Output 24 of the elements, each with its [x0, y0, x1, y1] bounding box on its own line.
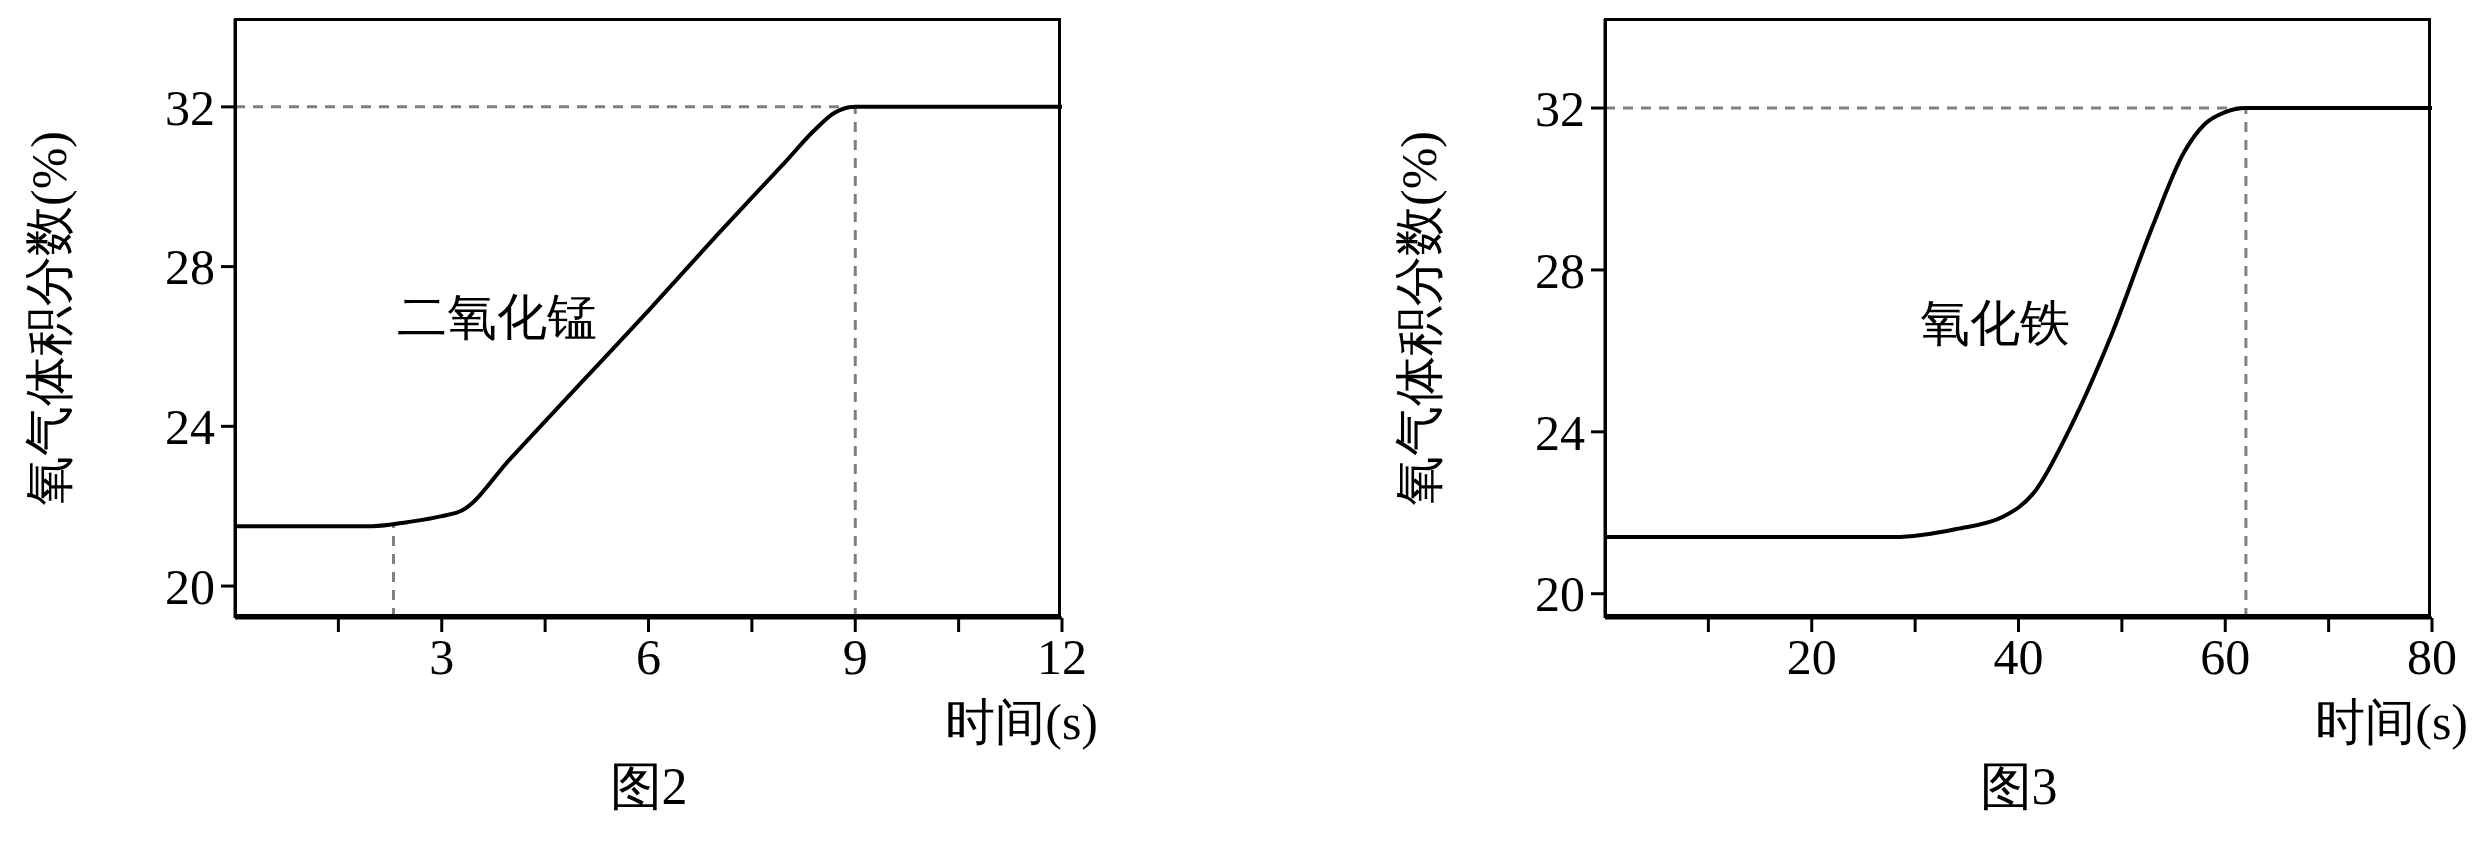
- x-tick-label: 40: [1993, 628, 2044, 685]
- x-axis-title: 时间(s): [945, 694, 1098, 750]
- y-tick-label: 20: [165, 558, 215, 615]
- text: 图3: [1978, 758, 2059, 816]
- y-tick-label: 28: [165, 239, 215, 296]
- text: 图2: [608, 758, 689, 816]
- x-tick-label: 12: [1037, 628, 1087, 685]
- series-label: 氧化铁: [1920, 295, 2071, 352]
- y-tick-label: 20: [1535, 566, 1585, 623]
- series-label: 二氧化锰: [396, 289, 597, 346]
- y-tick-label: 24: [1535, 404, 1585, 461]
- x-tick-label: 6: [636, 628, 661, 685]
- x-tick-label: 80: [2407, 628, 2457, 685]
- y-axis-title: 氧气体积分数(%): [1390, 131, 1447, 506]
- x-tick-label: 3: [429, 628, 455, 685]
- x-tick-label: 9: [842, 628, 868, 685]
- y-tick-label: 28: [1535, 242, 1585, 299]
- y-tick-label: 32: [165, 79, 215, 136]
- y-axis-title: 氧气体积分数(%): [20, 131, 77, 506]
- x-tick-label: 20: [1786, 628, 1837, 685]
- y-tick-label: 32: [1535, 80, 1585, 137]
- x-tick-label: 60: [2200, 628, 2251, 685]
- y-tick-label: 24: [165, 399, 215, 456]
- x-axis-title: 时间(s): [2315, 694, 2468, 750]
